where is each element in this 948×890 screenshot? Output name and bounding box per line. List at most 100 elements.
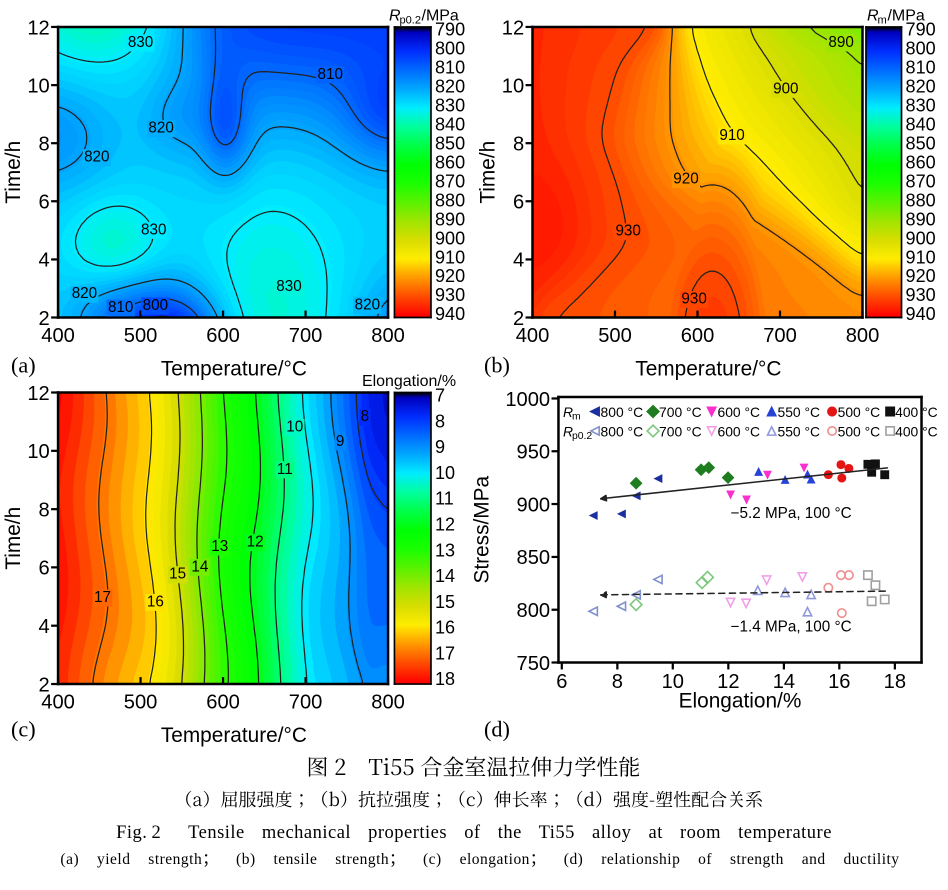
svg-text:500: 500 xyxy=(124,692,158,714)
svg-text:850: 850 xyxy=(517,547,551,569)
svg-text:12: 12 xyxy=(27,17,49,39)
svg-text:18: 18 xyxy=(884,671,906,693)
svg-text:Time/h: Time/h xyxy=(2,141,25,204)
svg-text:800: 800 xyxy=(143,297,168,314)
svg-text:820: 820 xyxy=(72,285,97,302)
svg-text:18: 18 xyxy=(435,669,455,689)
svg-text:−5.2 MPa, 100 °C: −5.2 MPa, 100 °C xyxy=(731,505,852,522)
svg-text:−1.4 MPa, 100 °C: −1.4 MPa, 100 °C xyxy=(731,619,852,636)
svg-text:12: 12 xyxy=(435,515,455,535)
svg-text:870: 870 xyxy=(435,171,465,191)
svg-text:700: 700 xyxy=(763,325,797,347)
svg-text:900: 900 xyxy=(435,228,465,248)
svg-text:10: 10 xyxy=(27,75,49,97)
svg-text:870: 870 xyxy=(906,171,936,191)
svg-text:550 °C: 550 °C xyxy=(778,424,821,440)
svg-text:13: 13 xyxy=(211,538,228,555)
svg-text:13: 13 xyxy=(435,540,455,560)
svg-text:14: 14 xyxy=(191,558,208,575)
svg-text:920: 920 xyxy=(673,170,698,187)
svg-text:4: 4 xyxy=(513,250,524,272)
svg-text:850: 850 xyxy=(906,133,936,153)
svg-text:2: 2 xyxy=(39,674,50,696)
svg-text:12: 12 xyxy=(247,534,264,551)
svg-text:810: 810 xyxy=(906,58,936,78)
svg-text:10: 10 xyxy=(502,75,524,97)
svg-text:830: 830 xyxy=(141,221,166,238)
svg-text:6: 6 xyxy=(513,192,524,214)
svg-text:800: 800 xyxy=(371,325,405,347)
svg-text:16: 16 xyxy=(828,671,850,693)
svg-text:700: 700 xyxy=(289,692,323,714)
svg-text:10: 10 xyxy=(435,463,455,483)
svg-text:2: 2 xyxy=(39,308,50,330)
svg-text:8: 8 xyxy=(513,134,524,156)
svg-text:860: 860 xyxy=(906,152,936,172)
svg-text:900: 900 xyxy=(906,228,936,248)
svg-text:14: 14 xyxy=(773,671,795,693)
svg-text:/MPa: /MPa xyxy=(888,8,925,25)
svg-text:8: 8 xyxy=(361,408,369,425)
svg-text:14: 14 xyxy=(435,566,455,586)
svg-text:400: 400 xyxy=(516,325,550,347)
svg-text:930: 930 xyxy=(615,223,640,240)
svg-text:11: 11 xyxy=(277,461,293,478)
svg-text:950: 950 xyxy=(517,442,551,464)
svg-text:6: 6 xyxy=(39,192,50,214)
svg-text:500 °C: 500 °C xyxy=(838,424,881,440)
svg-text:1000: 1000 xyxy=(505,389,550,411)
svg-text:(a) yield strength； (b) tensil: (a) yield strength； (b) tensile strength… xyxy=(60,851,899,868)
svg-text:4: 4 xyxy=(39,616,50,638)
svg-text:790: 790 xyxy=(435,20,465,40)
svg-text:600 °C: 600 °C xyxy=(717,424,760,440)
svg-text:R: R xyxy=(563,404,573,420)
svg-text:890: 890 xyxy=(828,34,853,51)
svg-text:820: 820 xyxy=(84,149,109,166)
svg-text:880: 880 xyxy=(435,190,465,210)
svg-text:6: 6 xyxy=(556,671,567,693)
svg-text:750: 750 xyxy=(517,653,551,675)
svg-text:890: 890 xyxy=(435,209,465,229)
svg-text:810: 810 xyxy=(108,299,133,316)
svg-text:10: 10 xyxy=(27,441,49,463)
svg-text:800: 800 xyxy=(906,39,936,59)
svg-text:7: 7 xyxy=(435,386,445,406)
svg-text:10: 10 xyxy=(286,418,303,435)
svg-text:Elongation/%: Elongation/% xyxy=(679,690,802,713)
svg-text:810: 810 xyxy=(435,58,465,78)
svg-text:8: 8 xyxy=(612,671,623,693)
svg-text:8: 8 xyxy=(39,499,50,521)
svg-text:R: R xyxy=(389,8,401,25)
svg-text:Time/h: Time/h xyxy=(2,507,25,570)
svg-text:860: 860 xyxy=(435,152,465,172)
svg-text:12: 12 xyxy=(502,17,524,39)
svg-text:930: 930 xyxy=(906,285,936,305)
svg-text:840: 840 xyxy=(435,115,465,135)
svg-text:Temperature/°C: Temperature/°C xyxy=(635,358,781,381)
svg-text:500: 500 xyxy=(124,325,158,347)
svg-text:700: 700 xyxy=(289,325,323,347)
svg-text:910: 910 xyxy=(435,247,465,267)
svg-text:Fig. 2 Tensile mechanical pro: Fig. 2 Tensile mechanical properties of … xyxy=(116,822,832,842)
svg-text:R: R xyxy=(563,424,573,440)
svg-text:940: 940 xyxy=(435,304,465,324)
svg-text:500 °C: 500 °C xyxy=(838,404,881,420)
svg-text:8: 8 xyxy=(435,412,445,432)
svg-text:10: 10 xyxy=(662,671,684,693)
svg-text:820: 820 xyxy=(435,77,465,97)
svg-text:15: 15 xyxy=(435,592,455,612)
svg-text:Stress/MPa: Stress/MPa xyxy=(471,475,494,583)
svg-text:R: R xyxy=(867,8,879,25)
svg-text:15: 15 xyxy=(169,566,186,583)
svg-text:17: 17 xyxy=(435,643,455,663)
svg-text:840: 840 xyxy=(906,115,936,135)
svg-text:800: 800 xyxy=(846,325,880,347)
svg-text:4: 4 xyxy=(39,250,50,272)
svg-text:700 °C: 700 °C xyxy=(659,404,702,420)
svg-text:800 °C: 800 °C xyxy=(601,424,644,440)
svg-text:9: 9 xyxy=(336,433,345,450)
svg-text:12: 12 xyxy=(717,671,739,693)
svg-text:p0.2: p0.2 xyxy=(572,431,592,442)
svg-text:550 °C: 550 °C xyxy=(778,404,821,420)
svg-text:Temperature/°C: Temperature/°C xyxy=(161,724,307,747)
